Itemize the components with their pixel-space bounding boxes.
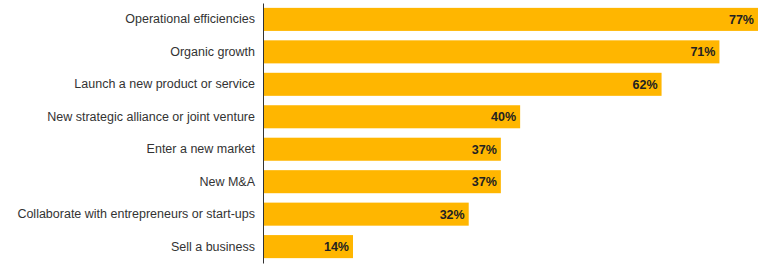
tick-label: New strategic alliance or joint venture <box>47 110 255 124</box>
data-labels: 77% 71% 62% 40% 37% 37% 32% 14% <box>324 13 754 254</box>
data-label: 62% <box>633 78 658 92</box>
tick: Operational efficiencies <box>125 12 263 26</box>
tick-label: Sell a business <box>171 240 255 254</box>
tick: New strategic alliance or joint venture <box>47 110 263 124</box>
data-label: 37% <box>472 143 497 157</box>
bar <box>263 8 758 31</box>
data-label: 77% <box>729 13 754 27</box>
data-label: 71% <box>690 45 715 59</box>
tick: Sell a business <box>171 240 263 254</box>
bar <box>263 203 469 226</box>
axis-line <box>263 4 264 264</box>
tick: New M&A <box>199 175 263 189</box>
bar <box>263 138 501 161</box>
tick-label: Enter a new market <box>147 142 256 156</box>
tick: Launch a new product or service <box>74 77 263 91</box>
bars <box>263 8 758 258</box>
tick-label: Organic growth <box>170 45 255 59</box>
chart: Operational efficiencies Organic growth La… <box>0 0 768 271</box>
tick: Collaborate with entrepreneurs or start-… <box>17 207 263 221</box>
tick: Organic growth <box>170 45 263 59</box>
data-label: 14% <box>324 240 349 254</box>
data-label: 40% <box>491 110 516 124</box>
tick-label: Launch a new product or service <box>74 77 255 91</box>
tick-label: New M&A <box>199 175 255 189</box>
bar <box>263 40 719 63</box>
bar <box>263 73 662 96</box>
y-axis: Operational efficiencies Organic growth La… <box>17 4 263 264</box>
bar <box>263 235 353 258</box>
tick-label: Collaborate with entrepreneurs or start-… <box>17 207 255 221</box>
data-label: 37% <box>472 175 497 189</box>
bar <box>263 105 520 128</box>
bar <box>263 170 501 193</box>
plot: Operational efficiencies Organic growth La… <box>17 4 758 264</box>
tick: Enter a new market <box>147 142 263 156</box>
tick-label: Operational efficiencies <box>125 12 255 26</box>
data-label: 32% <box>440 208 465 222</box>
